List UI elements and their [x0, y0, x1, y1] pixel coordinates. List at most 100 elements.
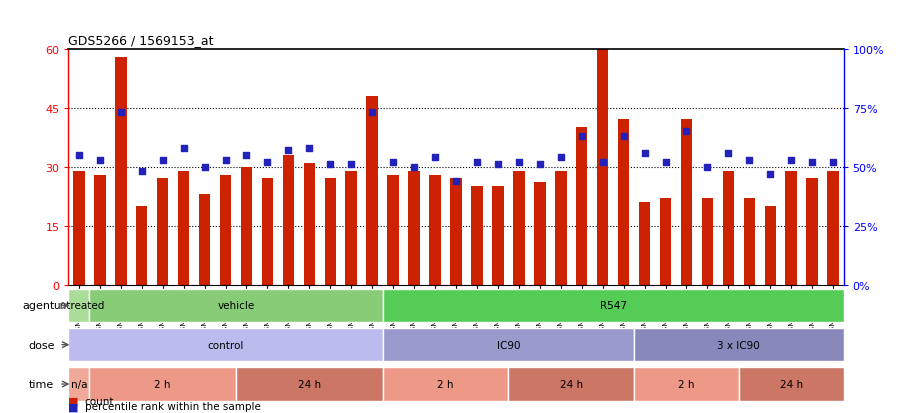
Bar	[383, 328, 633, 362]
Bar	[826, 171, 838, 285]
Point	[490, 161, 505, 168]
Bar	[68, 289, 89, 322]
Bar	[94, 175, 106, 285]
Bar	[784, 171, 796, 285]
Bar	[89, 368, 236, 401]
Text: count: count	[85, 396, 114, 406]
Point	[302, 145, 316, 152]
Bar	[115, 57, 127, 285]
Text: percentile rank within the sample: percentile rank within the sample	[85, 401, 261, 411]
Point	[113, 110, 128, 116]
Text: 24 h: 24 h	[779, 379, 802, 389]
Text: untreated: untreated	[53, 301, 105, 311]
Text: R547: R547	[599, 301, 626, 311]
Point	[92, 157, 107, 164]
Bar	[742, 199, 754, 285]
Bar	[324, 179, 335, 285]
Bar	[136, 206, 148, 285]
Bar	[429, 175, 440, 285]
Text: agent: agent	[22, 301, 55, 311]
Bar	[722, 171, 733, 285]
Bar	[345, 171, 356, 285]
Bar	[450, 179, 461, 285]
Text: 2 h: 2 h	[436, 379, 454, 389]
Bar	[178, 171, 189, 285]
Bar	[383, 368, 507, 401]
Text: control: control	[207, 340, 243, 350]
Bar	[805, 179, 817, 285]
Point	[385, 159, 400, 166]
Point	[700, 164, 714, 171]
Point	[406, 164, 421, 171]
Bar	[680, 120, 691, 285]
Point	[155, 157, 169, 164]
Point	[364, 110, 379, 116]
Bar	[638, 203, 650, 285]
Bar	[282, 156, 294, 285]
Point	[322, 161, 337, 168]
Bar	[68, 368, 89, 401]
Bar	[366, 97, 377, 285]
Bar	[157, 179, 169, 285]
Point	[448, 178, 463, 185]
Point	[260, 159, 274, 166]
Point	[825, 159, 840, 166]
Bar	[89, 289, 383, 322]
Point	[763, 171, 777, 178]
Bar	[507, 368, 633, 401]
Point	[197, 164, 211, 171]
Text: 24 h: 24 h	[559, 379, 582, 389]
Bar	[241, 167, 252, 285]
Bar	[387, 175, 398, 285]
Bar	[73, 171, 85, 285]
Point	[343, 161, 358, 168]
Text: IC90: IC90	[496, 340, 519, 350]
Point	[721, 150, 735, 157]
Point	[574, 133, 589, 140]
Point	[71, 152, 86, 159]
Point	[511, 159, 526, 166]
Bar	[763, 206, 775, 285]
Bar	[534, 183, 545, 285]
Bar	[576, 128, 587, 285]
Bar	[303, 164, 315, 285]
Point	[469, 159, 484, 166]
Bar	[199, 195, 210, 285]
Text: ■: ■	[68, 396, 79, 406]
Point	[427, 154, 442, 161]
Text: n/a: n/a	[70, 379, 87, 389]
Text: 3 x IC90: 3 x IC90	[717, 340, 760, 350]
Bar	[261, 179, 273, 285]
Bar	[738, 368, 843, 401]
Bar	[492, 187, 503, 285]
Bar	[633, 328, 843, 362]
Bar	[659, 199, 670, 285]
Point	[532, 161, 547, 168]
Bar	[408, 171, 419, 285]
Point	[637, 150, 651, 157]
Text: time: time	[29, 379, 55, 389]
Point	[281, 147, 295, 154]
Bar	[236, 368, 383, 401]
Bar	[513, 171, 524, 285]
Text: 2 h: 2 h	[154, 379, 170, 389]
Bar	[596, 14, 608, 285]
Point	[595, 159, 609, 166]
Point	[783, 157, 798, 164]
Text: 2 h: 2 h	[678, 379, 694, 389]
Point	[658, 159, 672, 166]
Point	[553, 154, 568, 161]
Point	[176, 145, 190, 152]
Bar	[383, 289, 843, 322]
Point	[742, 157, 756, 164]
Bar	[68, 328, 383, 362]
Bar	[617, 120, 629, 285]
Point	[239, 152, 253, 159]
Text: ■: ■	[68, 401, 79, 411]
Text: GDS5266 / 1569153_at: GDS5266 / 1569153_at	[68, 34, 214, 47]
Bar	[220, 175, 231, 285]
Text: vehicle: vehicle	[217, 301, 254, 311]
Point	[134, 169, 148, 175]
Text: dose: dose	[28, 340, 55, 350]
Point	[679, 129, 693, 135]
